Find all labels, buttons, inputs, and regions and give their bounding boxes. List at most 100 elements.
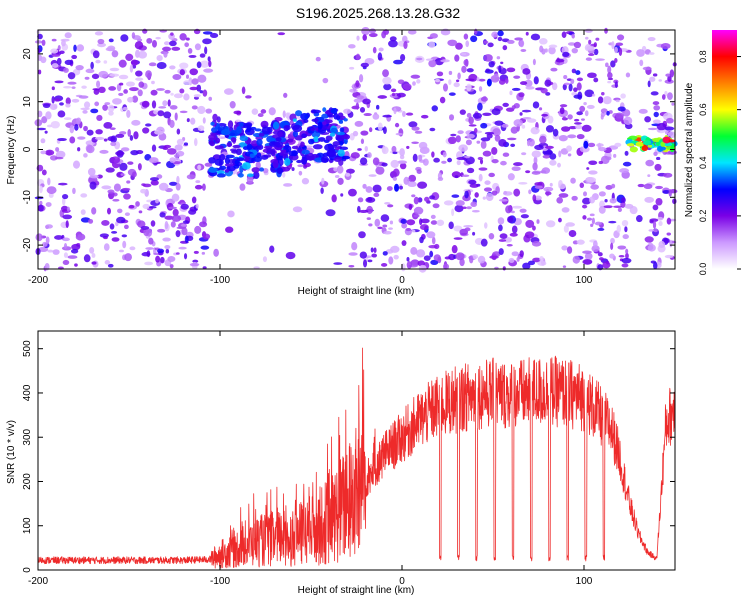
spectrogram-cell bbox=[652, 119, 661, 124]
spectrogram-cell bbox=[561, 31, 567, 38]
spectrogram-cell bbox=[625, 248, 629, 254]
spectrogram-cell bbox=[146, 37, 153, 44]
spectrogram-cell bbox=[235, 148, 242, 156]
spectrogram-cell bbox=[366, 205, 373, 214]
spectrogram-cell bbox=[127, 96, 134, 103]
spectrogram-cell bbox=[442, 83, 448, 92]
spectrogram-cell bbox=[98, 70, 109, 78]
spectrogram-cell bbox=[392, 151, 398, 155]
spectrogram-cell bbox=[364, 58, 375, 65]
spectrogram-cell bbox=[118, 74, 129, 80]
spectrogram-cell bbox=[197, 105, 206, 115]
spectrogram-cell bbox=[487, 42, 494, 48]
spectrogram-cell bbox=[645, 159, 655, 167]
spectrogram-cell bbox=[491, 190, 498, 196]
spectrogram-cell bbox=[652, 137, 661, 143]
spectrogram-cell bbox=[111, 50, 119, 58]
spectrogram-cell bbox=[268, 137, 276, 142]
spectrogram-cell bbox=[336, 115, 341, 121]
spectrogram-cell bbox=[169, 157, 176, 163]
spectrogram-cell bbox=[414, 130, 423, 134]
spectrogram-cell bbox=[423, 255, 431, 261]
snr-y-ticks: 0 100 200 300 400 500 bbox=[22, 340, 675, 573]
spectrogram-cell bbox=[613, 153, 617, 158]
spectrogram-cell bbox=[62, 214, 73, 220]
spectrogram-cell bbox=[511, 105, 516, 110]
spectrogram-cell bbox=[118, 59, 127, 68]
spectrogram-cell bbox=[171, 215, 182, 222]
spectrogram-cell bbox=[576, 133, 585, 140]
spectrogram-cell bbox=[291, 167, 295, 172]
spectrogram-cell bbox=[498, 65, 502, 74]
spectrogram-cell bbox=[395, 132, 404, 136]
spectrogram-cell bbox=[558, 217, 562, 223]
spectrogram-cell bbox=[107, 136, 116, 142]
spectrogram-cell bbox=[301, 133, 307, 139]
spectrogram-cell bbox=[615, 42, 624, 47]
spectrogram-cell bbox=[513, 162, 523, 167]
spectrogram-cell bbox=[197, 74, 207, 83]
spectrogram-cell bbox=[124, 253, 132, 262]
spectrogram-cell bbox=[468, 116, 474, 125]
spectrogram-cell bbox=[63, 243, 68, 249]
spectrogram-cell bbox=[359, 107, 366, 113]
spectrogram-cell bbox=[313, 136, 319, 143]
spectrogram-cell bbox=[480, 137, 491, 142]
spectrogram-cell bbox=[373, 192, 380, 198]
spectrogram-cell bbox=[611, 41, 615, 50]
spectrogram-cell bbox=[394, 122, 400, 128]
spectrogram-cell bbox=[246, 143, 253, 152]
spectrogram-cell bbox=[539, 255, 544, 262]
spectrogram-cell bbox=[188, 54, 197, 58]
spectrogram-cell bbox=[358, 231, 366, 239]
spectrogram-cell bbox=[468, 124, 477, 127]
spectrogram-cell bbox=[662, 189, 671, 194]
spectrogram-cell bbox=[329, 132, 336, 137]
spectrogram-cell bbox=[311, 118, 319, 122]
spectrogram-cell bbox=[511, 251, 519, 257]
spectrogram-x-axis-label: Height of straight line (km) bbox=[298, 286, 415, 297]
spectrogram-cell bbox=[637, 183, 645, 188]
spectrogram-cell bbox=[461, 65, 467, 73]
spectrogram-cell bbox=[448, 79, 452, 85]
spectrogram-cell bbox=[204, 162, 213, 167]
spectrogram-cell bbox=[635, 141, 644, 147]
spectrogram-cell bbox=[401, 240, 407, 246]
spectrogram-cell bbox=[653, 151, 658, 156]
spectrogram-cell bbox=[480, 122, 488, 129]
spectrogram-cell bbox=[558, 193, 569, 198]
spectrogram-cell bbox=[169, 119, 175, 128]
spectrogram-cell bbox=[375, 166, 385, 175]
spectrogram-cell bbox=[297, 164, 304, 168]
spectrogram-cell bbox=[429, 250, 434, 258]
spectrogram-cell bbox=[437, 176, 444, 181]
spectrogram-cell bbox=[483, 54, 493, 62]
spectrogram-cell bbox=[104, 102, 111, 106]
spectrogram-cell bbox=[61, 197, 66, 206]
spectrogram-cell bbox=[433, 157, 440, 163]
spectrogram-cell bbox=[170, 92, 174, 96]
snr-x-ticks: -200 -100 0 100 bbox=[28, 331, 593, 587]
spectrogram-cell bbox=[625, 72, 631, 78]
spectrogram-cell bbox=[115, 221, 119, 227]
spectrogram-cell bbox=[183, 93, 190, 101]
spectrogram-cell bbox=[71, 98, 80, 103]
spectrogram-cell bbox=[647, 80, 651, 88]
spectrogram-cell bbox=[648, 52, 655, 55]
spectrogram-cell bbox=[653, 111, 659, 118]
spectrogram-cell bbox=[82, 109, 88, 114]
spectrogram-cell bbox=[137, 220, 146, 228]
spectrogram-cell bbox=[485, 68, 491, 73]
spectrogram-cell bbox=[382, 76, 392, 85]
spectrogram-cell bbox=[239, 122, 244, 127]
spectrogram-cell bbox=[486, 78, 492, 87]
spectrogram-cell bbox=[432, 203, 440, 209]
spectrogram-cell bbox=[652, 204, 659, 211]
spectrogram-cell bbox=[160, 256, 165, 264]
snr-x-tick-label: 0 bbox=[399, 576, 405, 587]
spectrogram-cell bbox=[498, 139, 507, 147]
spectrogram-cell bbox=[333, 262, 343, 265]
spectrogram-cell bbox=[381, 30, 387, 39]
spectrogram-cell bbox=[584, 89, 595, 98]
spectrogram-cell bbox=[156, 248, 165, 254]
